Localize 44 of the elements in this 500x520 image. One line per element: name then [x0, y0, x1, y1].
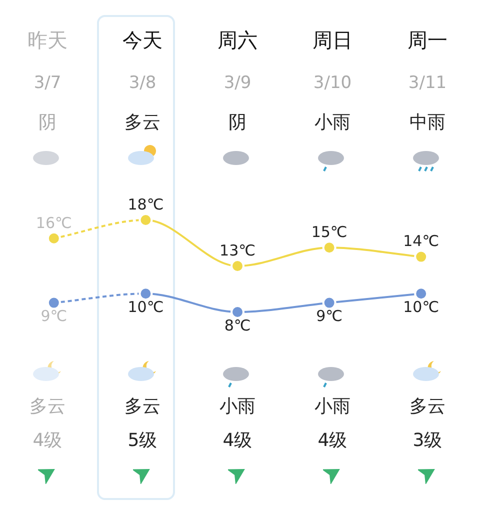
point [414, 250, 428, 264]
data-label: 9℃ [40, 307, 68, 326]
data-label: 15℃ [311, 222, 348, 241]
data-label: 14℃ [403, 232, 440, 250]
text: 阴 [38, 112, 56, 134]
data-label: 8℃ [224, 316, 251, 334]
text: 4级 [32, 430, 62, 452]
text: 小雨 [314, 112, 350, 134]
text: 多云 [410, 396, 446, 418]
point [138, 286, 153, 301]
point [46, 296, 61, 310]
point [414, 286, 428, 301]
text: 5级 [128, 430, 158, 452]
text: 多云 [124, 112, 160, 134]
data-label: 10℃ [403, 298, 440, 316]
x-tick-label: 周日 [312, 28, 352, 52]
x-tick-label: 今天 [122, 28, 162, 52]
text: 3/7 [34, 72, 62, 94]
point [230, 305, 244, 319]
text: 中雨 [410, 112, 446, 134]
point [138, 213, 153, 227]
point [230, 259, 244, 273]
text: 多云 [124, 396, 160, 418]
data-label: 16℃ [36, 214, 72, 232]
x-tick-label: 昨天 [28, 28, 68, 52]
point [322, 240, 336, 255]
text: 小雨 [220, 396, 256, 418]
text: 阴 [228, 112, 246, 134]
text: 3级 [412, 430, 442, 452]
data-label: 13℃ [220, 241, 256, 260]
text: 3/8 [128, 72, 156, 94]
text: 4级 [222, 430, 252, 452]
text: 小雨 [314, 396, 350, 418]
data-label: 10℃ [128, 298, 164, 316]
text: 3/9 [224, 72, 252, 94]
x-tick-label: 周六 [218, 28, 258, 52]
text: 多云 [30, 396, 66, 418]
text: 3/10 [313, 72, 352, 94]
text: 4级 [318, 430, 348, 452]
data-label: 9℃ [316, 307, 342, 326]
point [322, 296, 336, 310]
data-label: 18℃ [128, 195, 164, 214]
x-tick-label: 周一 [408, 28, 448, 52]
text: 3/11 [408, 72, 447, 94]
